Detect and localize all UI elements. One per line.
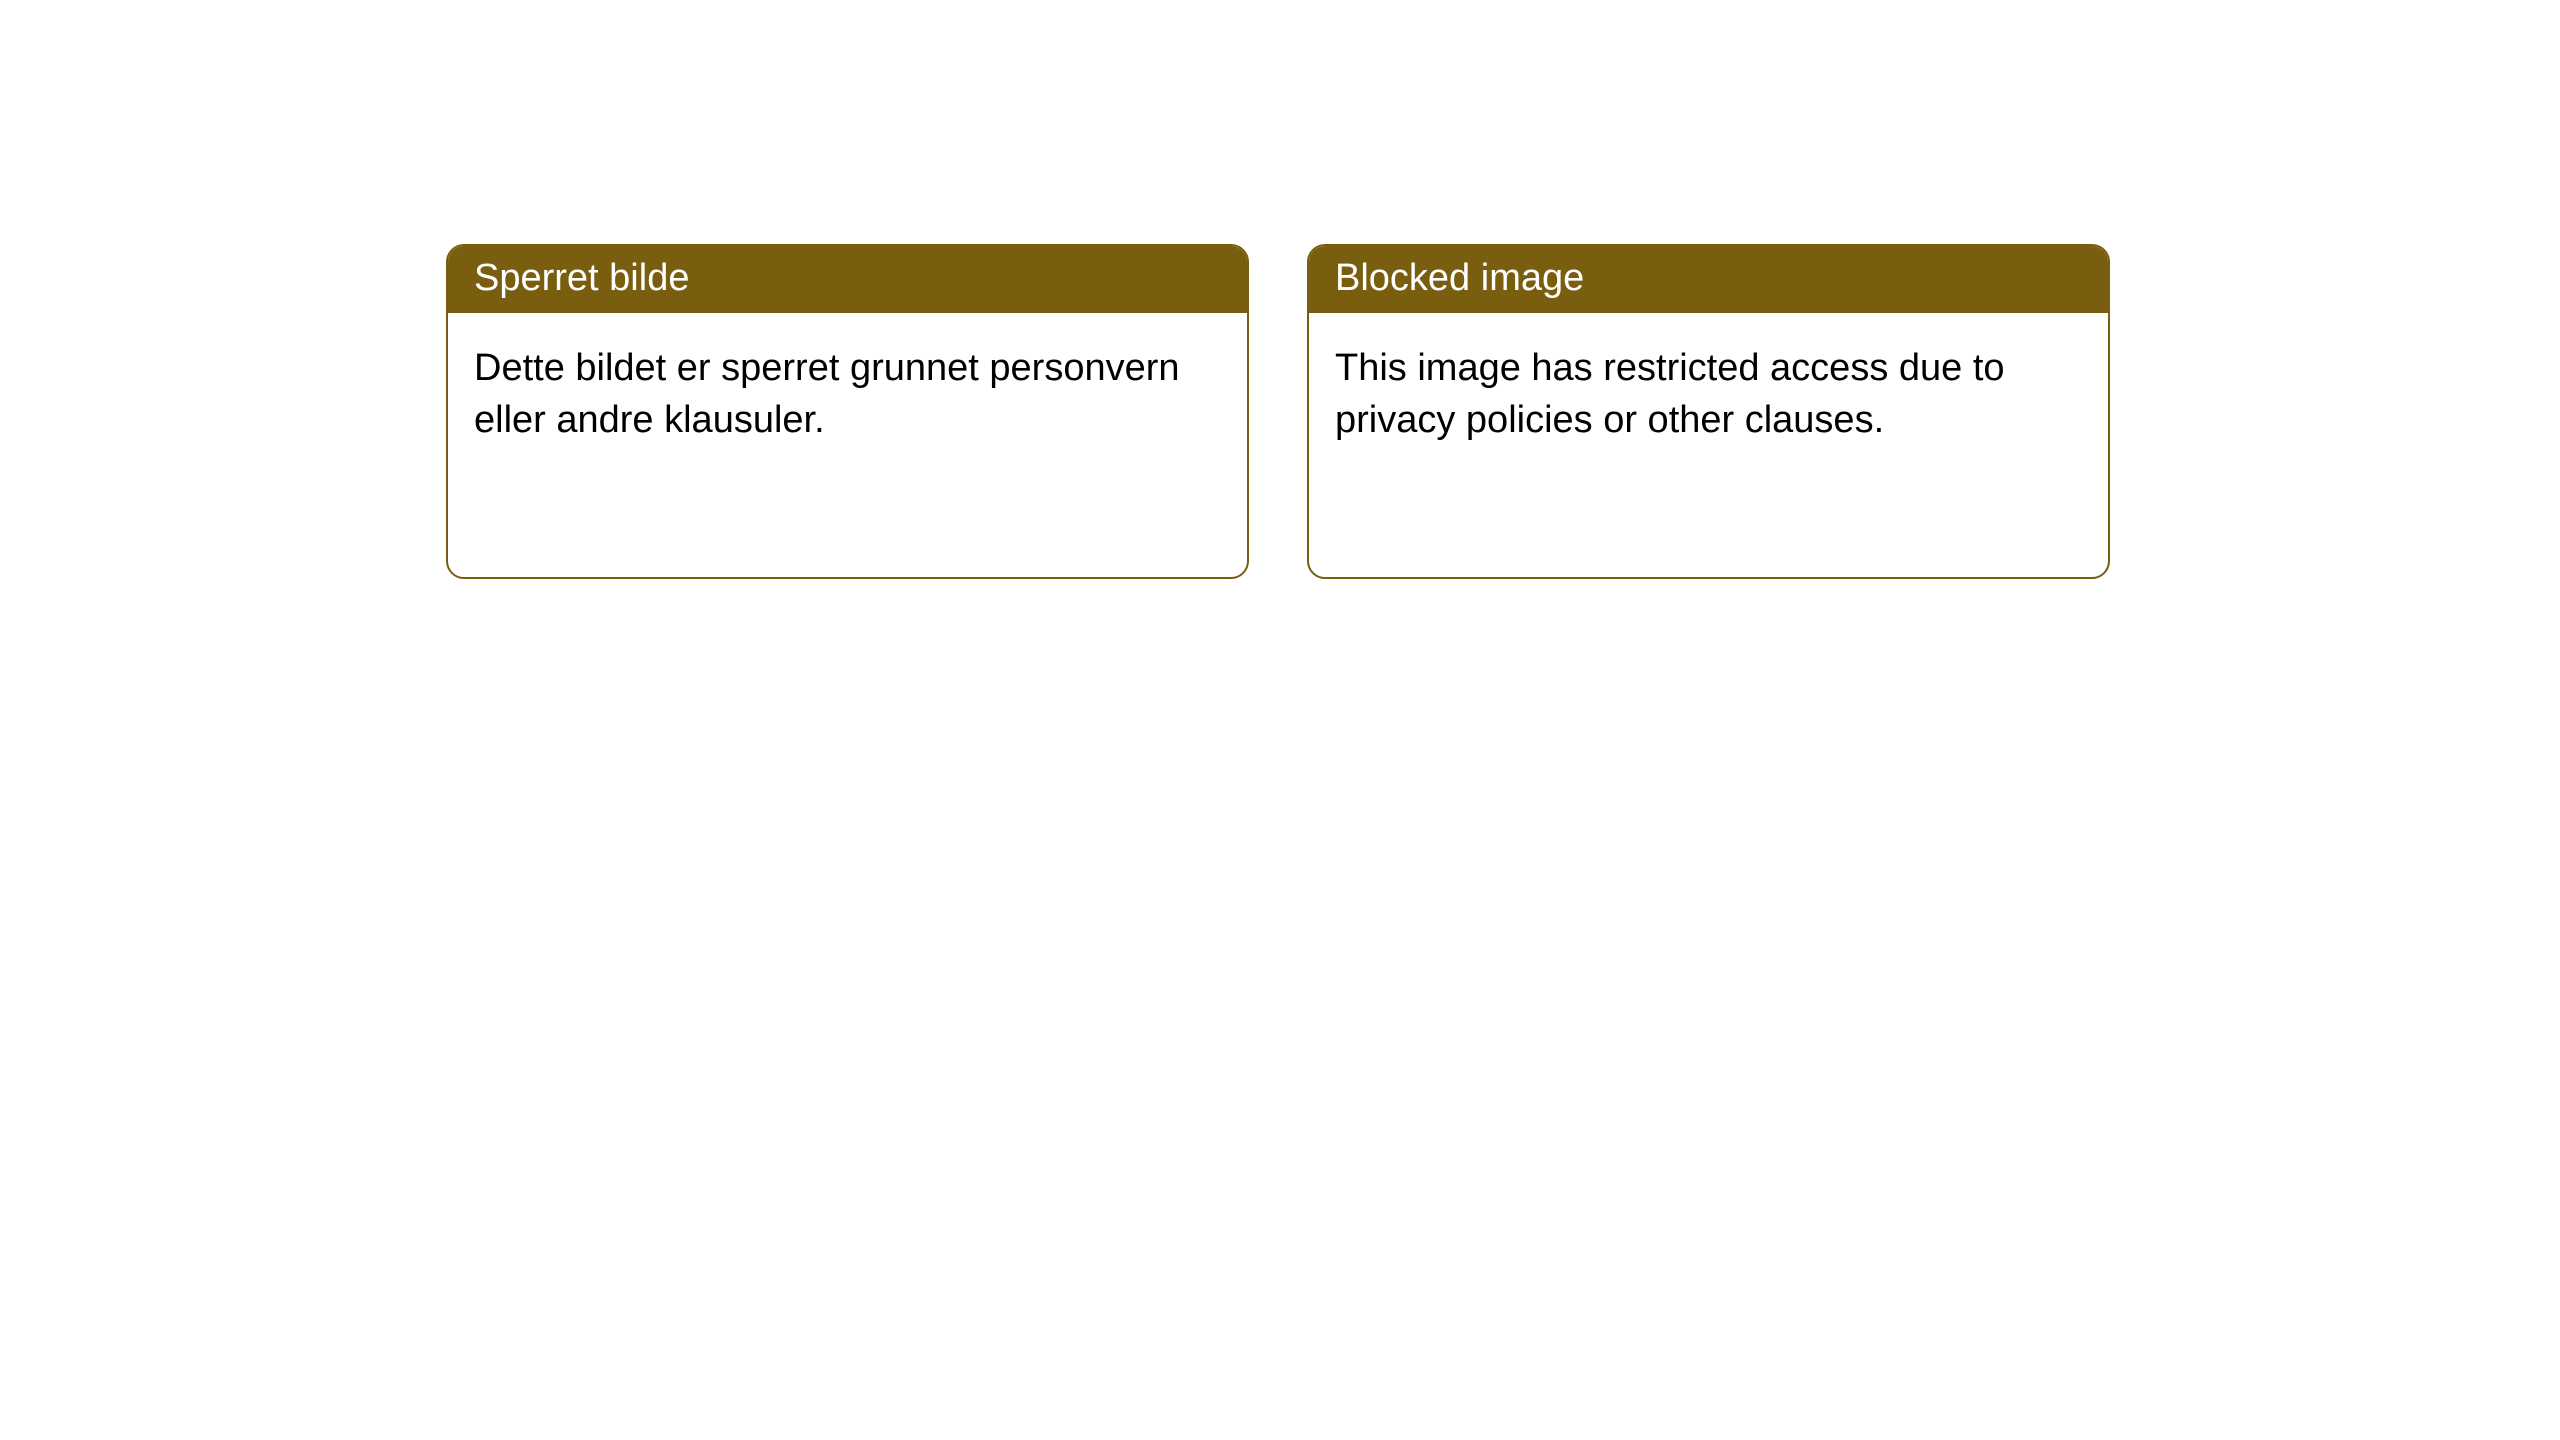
card-header: Sperret bilde <box>448 246 1247 313</box>
card-body: Dette bildet er sperret grunnet personve… <box>448 313 1247 476</box>
card-header: Blocked image <box>1309 246 2108 313</box>
notice-card-english: Blocked image This image has restricted … <box>1307 244 2110 579</box>
notice-card-norwegian: Sperret bilde Dette bildet er sperret gr… <box>446 244 1249 579</box>
card-body: This image has restricted access due to … <box>1309 313 2108 476</box>
notice-cards-container: Sperret bilde Dette bildet er sperret gr… <box>446 244 2110 579</box>
